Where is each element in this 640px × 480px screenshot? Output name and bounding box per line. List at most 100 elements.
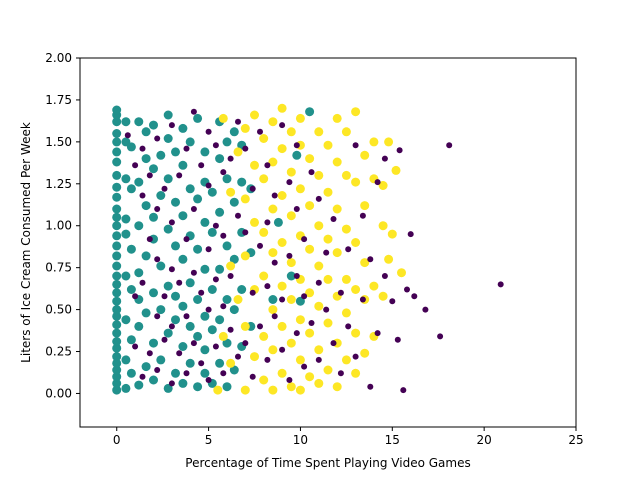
data-point [213,385,223,395]
plot-frame [79,57,577,428]
data-point [323,187,333,197]
data-point [193,244,203,254]
data-point [286,179,293,186]
data-point [305,244,315,254]
data-point [161,336,168,343]
x-tick-label: 25 [568,433,583,447]
x-tick-label: 15 [385,433,400,447]
data-point [394,336,401,343]
data-point [351,177,361,187]
data-point [235,212,241,219]
data-point [121,383,131,393]
data-point [112,328,122,338]
data-point [215,358,225,368]
data-point [268,117,278,127]
data-point [200,345,210,355]
data-point [337,289,344,296]
data-point [351,107,361,117]
data-point [141,154,151,164]
data-point [341,355,351,365]
data-point [286,271,296,281]
data-point [112,305,122,315]
data-point [305,288,315,298]
data-point [404,286,410,293]
data-point [163,110,173,120]
data-point [341,127,351,137]
data-point [156,150,166,160]
data-point [293,273,300,279]
data-point [332,113,342,123]
data-point [171,291,180,301]
data-point [229,254,239,264]
x-tick-label: 0 [113,433,121,447]
data-point [178,160,188,170]
data-point [292,150,302,160]
data-point [161,185,168,192]
data-point [226,261,236,271]
data-point [360,201,370,211]
data-point [250,160,259,170]
y-tick-label: 1.75 [45,93,72,107]
data-point [220,232,227,239]
data-point [330,216,337,222]
data-point [141,362,151,372]
data-point [156,261,166,271]
data-point [257,242,263,249]
data-point [139,373,146,380]
data-point [360,150,370,160]
data-point [250,217,259,227]
data-point [305,154,315,164]
data-point [360,348,370,358]
data-point [268,204,278,214]
data-point [149,212,158,222]
data-point [207,227,217,237]
data-point [314,170,324,180]
data-point [308,320,315,326]
data-point [171,147,180,157]
data-point [178,342,188,351]
data-point [352,353,359,360]
y-tick-label: 1.00 [45,219,72,233]
data-point [156,191,166,200]
data-point [351,238,361,247]
data-point [268,385,278,395]
data-point [112,365,122,375]
data-point [314,378,324,388]
data-point [112,212,122,222]
data-point [207,325,217,335]
data-point [323,274,333,284]
data-point [352,142,359,149]
data-point [220,169,227,176]
data-point [146,350,153,357]
data-point [259,134,269,143]
data-point [360,258,370,268]
data-point [190,269,197,276]
data-point [381,155,388,162]
data-point [168,266,175,273]
data-point [193,382,203,392]
data-point [222,241,232,251]
data-point [198,360,205,367]
data-point [112,288,122,298]
y-tick-label: 1.25 [45,177,72,191]
data-point [112,372,122,382]
data-point [121,117,131,127]
data-point [378,181,388,190]
data-point [154,256,161,263]
data-point [112,311,122,321]
data-point [277,321,287,331]
data-point [134,268,144,278]
data-point [139,145,146,152]
data-point [222,137,232,147]
data-point [387,229,397,239]
data-point [227,273,234,279]
data-point [178,254,188,264]
data-point [222,174,232,184]
data-point [279,296,286,303]
data-point [497,281,504,288]
data-point [163,174,173,184]
data-point [193,295,203,304]
data-point [168,219,175,226]
data-point [400,387,407,394]
data-point [384,137,394,147]
